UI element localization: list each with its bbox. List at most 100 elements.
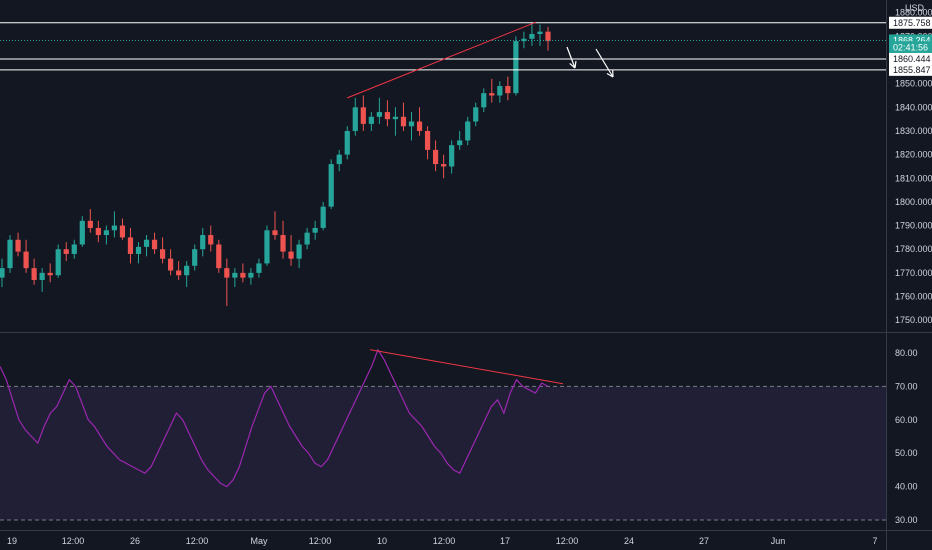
candle-bull bbox=[312, 227, 318, 233]
candle-bull bbox=[336, 154, 342, 165]
time-tick-label: 12:00 bbox=[186, 536, 209, 546]
candle-bear bbox=[23, 251, 29, 269]
price-tick-label: 1810.000 bbox=[895, 173, 932, 183]
candle-bull bbox=[521, 38, 527, 42]
price-tick-label: 1750.000 bbox=[895, 315, 932, 325]
candle-bull bbox=[143, 239, 150, 247]
candle-bear bbox=[95, 227, 101, 236]
candle-bull bbox=[71, 244, 77, 254]
candle-bear bbox=[505, 86, 511, 94]
candle-bear bbox=[176, 270, 182, 276]
candle-bear bbox=[432, 149, 439, 165]
candle-bull bbox=[449, 145, 455, 167]
candle-bull bbox=[457, 140, 463, 146]
down-arrow-head bbox=[574, 60, 577, 69]
candle-bull bbox=[497, 86, 503, 96]
price-tick-label: 1850.000 bbox=[895, 79, 932, 89]
currency-label: USD bbox=[905, 3, 925, 13]
candle-bull bbox=[256, 263, 262, 273]
candle-bull bbox=[0, 268, 5, 278]
rsi-line bbox=[0, 348, 549, 488]
candle-bear bbox=[489, 93, 495, 96]
time-tick-label: 12:00 bbox=[62, 536, 85, 546]
candle-bear bbox=[168, 258, 174, 271]
candle-bull bbox=[320, 206, 326, 228]
candle-bull bbox=[352, 107, 358, 131]
time-tick-label: May bbox=[250, 536, 268, 546]
candle-bear bbox=[208, 235, 214, 245]
price-tick-label: 1760.000 bbox=[895, 292, 932, 302]
candle-bear bbox=[63, 249, 69, 254]
candle-bear bbox=[240, 272, 246, 278]
price-tick-label: 1800.000 bbox=[895, 197, 932, 207]
candle-bull bbox=[344, 130, 350, 155]
rsi-band bbox=[0, 386, 886, 520]
candle-bull bbox=[473, 107, 479, 122]
candle-bear bbox=[416, 121, 423, 131]
rsi-tick-label: 40.00 bbox=[895, 482, 918, 492]
time-tick-label: 17 bbox=[500, 536, 510, 546]
candle-bear bbox=[127, 237, 134, 254]
candle-bear bbox=[151, 239, 158, 250]
candle-bull bbox=[79, 220, 85, 245]
rsi-tick-label: 60.00 bbox=[895, 415, 918, 425]
candle-bear bbox=[400, 116, 407, 127]
candle-bear bbox=[159, 249, 166, 259]
time-tick-label: 24 bbox=[624, 536, 634, 546]
candle-bear bbox=[216, 244, 222, 269]
drawings-layer[interactable] bbox=[0, 21, 886, 385]
time-tick-label: 26 bbox=[130, 536, 140, 546]
candle-bull bbox=[392, 116, 399, 120]
candle-bull bbox=[135, 246, 142, 254]
price-tick-label: 1780.000 bbox=[895, 244, 932, 254]
candle-bear bbox=[280, 235, 286, 252]
price-tick-label: 1820.000 bbox=[895, 150, 932, 160]
time-tick-label: 12:00 bbox=[433, 536, 456, 546]
price-tag-label: 1860.444 bbox=[893, 54, 931, 64]
candle-bull bbox=[328, 164, 334, 207]
rsi-panel[interactable] bbox=[0, 348, 886, 521]
candle-bull bbox=[304, 232, 310, 245]
candle-bull bbox=[368, 116, 374, 124]
candle-bull bbox=[296, 244, 302, 259]
down-arrow bbox=[566, 46, 576, 69]
price-panel[interactable] bbox=[0, 22, 551, 306]
down-arrow bbox=[595, 48, 614, 78]
rsi-tick-label: 50.00 bbox=[895, 448, 918, 458]
down-arrow-head bbox=[606, 72, 614, 78]
time-tick-label: 12:00 bbox=[309, 536, 332, 546]
candle-bull bbox=[529, 34, 535, 39]
candle-bull bbox=[481, 93, 487, 108]
candle-bull bbox=[200, 235, 206, 250]
down-arrow-head bbox=[569, 62, 576, 69]
candle-bull bbox=[513, 41, 519, 94]
time-tick-label: 12:00 bbox=[556, 536, 579, 546]
candle-bull bbox=[7, 239, 13, 269]
price-tag-label: 1855.847 bbox=[893, 65, 931, 75]
candle-bear bbox=[288, 251, 294, 259]
candle-bull bbox=[465, 121, 471, 141]
price-tag-label: 02:41:56 bbox=[893, 42, 928, 52]
price-tag-level bbox=[889, 63, 932, 76]
price-tick-label: 1770.000 bbox=[895, 268, 932, 278]
rsi-tick-label: 30.00 bbox=[895, 515, 918, 525]
price-tag-level bbox=[889, 16, 932, 29]
candle-bull bbox=[192, 249, 198, 266]
price-tag-level bbox=[889, 52, 932, 65]
candle-bear bbox=[15, 239, 21, 252]
price-tag-label: 1875.758 bbox=[893, 18, 931, 28]
rsi-tick-label: 80.00 bbox=[895, 348, 918, 358]
candle-bear bbox=[224, 268, 230, 278]
candle-bull bbox=[55, 249, 61, 276]
candle-bull bbox=[39, 272, 45, 280]
price-tick-label: 1790.000 bbox=[895, 221, 932, 231]
candle-bear bbox=[441, 164, 447, 167]
candle-bear bbox=[360, 107, 366, 124]
price-tag-label: 1868.264 bbox=[893, 35, 931, 45]
candle-bear bbox=[31, 268, 37, 280]
price-tick-label: 1880.000 bbox=[895, 8, 932, 18]
time-tick-label: 27 bbox=[699, 536, 709, 546]
candle-bull bbox=[232, 272, 238, 278]
